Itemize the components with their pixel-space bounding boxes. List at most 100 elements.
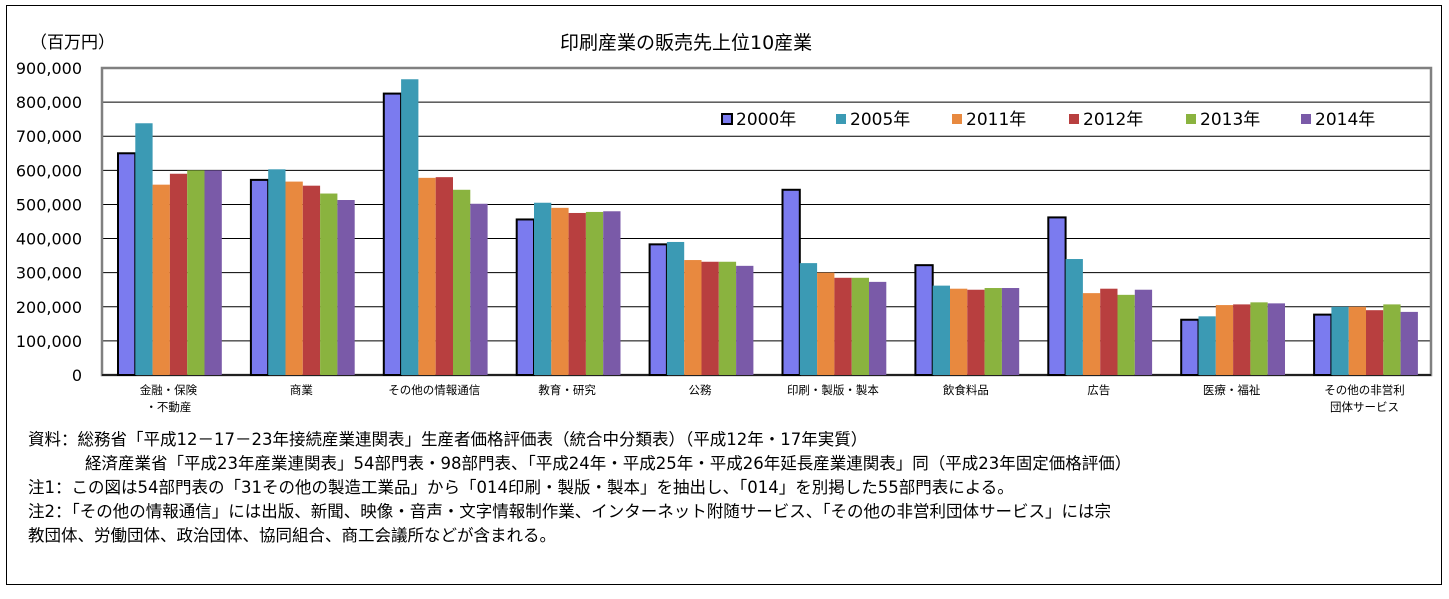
y-tick-label: 600,000 — [16, 161, 82, 180]
bar-2005年 — [1065, 259, 1083, 375]
note-source-2: 経済産業省「平成23年産業連関表」54部門表・98部門表、「平成24年・平成25… — [85, 454, 1132, 473]
bar-2014年 — [603, 211, 621, 375]
legend-label: 2011年 — [966, 110, 1026, 130]
bar-2014年 — [204, 170, 222, 375]
legend-label: 2012年 — [1083, 110, 1143, 130]
bar-2012年 — [169, 173, 188, 375]
x-tick-label: ・不動産 — [145, 400, 191, 414]
bar-2005年 — [1331, 306, 1349, 375]
bar-2012年 — [435, 177, 453, 375]
bar-2014年 — [1001, 288, 1020, 375]
bar-chart: 0 100,000 200,000 300,000 400,000 500,000 600,… — [16, 59, 1433, 414]
bar-2013年 — [585, 211, 604, 375]
chart-title: 印刷産業の販売先上位10産業 — [560, 32, 813, 54]
bar-2014年 — [470, 203, 488, 375]
x-tick-label: その他の非営利 — [1324, 383, 1405, 397]
bar-2000年 — [1047, 216, 1067, 376]
bar-2013年 — [453, 189, 471, 375]
y-tick-label: 100,000 — [16, 332, 82, 351]
x-tick-label: 団体サービス — [1330, 400, 1399, 414]
bar-2000年 — [781, 188, 801, 376]
legend-label: 2014年 — [1315, 110, 1375, 130]
bar-2005年 — [799, 263, 818, 375]
legend-swatch — [1069, 114, 1079, 124]
bar-2000年 — [515, 218, 536, 376]
legend-swatch — [1301, 114, 1311, 124]
bar-2011年 — [551, 207, 569, 375]
x-tick-label: その他の情報通信 — [388, 383, 480, 397]
bar-2005年 — [666, 241, 685, 375]
legend-label: 2005年 — [850, 110, 910, 130]
bar-2005年 — [1198, 316, 1216, 375]
bar-2000年 — [249, 178, 270, 376]
bar-2014年 — [1267, 303, 1285, 375]
bar-2000年 — [1180, 318, 1200, 376]
y-tick-label: 700,000 — [16, 127, 82, 146]
bar-2013年 — [851, 277, 869, 375]
bar-2013年 — [187, 170, 205, 375]
bar-2011年 — [950, 288, 968, 375]
bar-2013年 — [718, 261, 737, 375]
y-tick-label: 800,000 — [16, 93, 82, 112]
bar-2011年 — [817, 272, 835, 375]
bar-2005年 — [932, 285, 950, 375]
legend-swatch — [1186, 114, 1196, 124]
bar-2011年 — [418, 177, 436, 375]
bar-2011年 — [1215, 305, 1234, 375]
y-tick-label: 200,000 — [16, 298, 82, 317]
bar-2012年 — [302, 185, 321, 375]
y-tick-label: 900,000 — [16, 59, 82, 78]
bar-2011年 — [285, 181, 303, 375]
figure-frame — [6, 5, 1442, 585]
bar-2012年 — [967, 289, 985, 375]
note-source-1: 資料：総務省「平成12－17－23年接続産業連関表」生産者価格評価表（統合中分類… — [28, 430, 868, 449]
legend-swatch — [836, 114, 846, 124]
bar-2013年 — [1383, 304, 1401, 375]
bar-2011年 — [1082, 293, 1101, 375]
bar-2012年 — [1366, 310, 1384, 375]
y-tick-label: 300,000 — [16, 264, 82, 283]
bar-2013年 — [320, 193, 338, 375]
bar-2012年 — [834, 277, 852, 375]
x-tick-label: 医療・福祉 — [1203, 383, 1261, 397]
bar-2014年 — [1400, 311, 1418, 375]
x-tick-label: 商業 — [290, 383, 313, 397]
legend-label: 2013年 — [1200, 110, 1260, 130]
bar-2013年 — [1117, 294, 1135, 375]
x-tick-label: 広告 — [1087, 383, 1110, 397]
bar-2005年 — [534, 202, 552, 375]
bar-2012年 — [568, 212, 586, 375]
bar-2000年 — [648, 243, 668, 376]
note-2-continued: 教団体、労働団体、政治団体、協同組合、商工会議所などが含まれる。 — [28, 526, 556, 545]
bar-2011年 — [684, 260, 702, 375]
bar-2011年 — [152, 184, 170, 375]
legend-swatch — [952, 114, 962, 124]
bar-2012年 — [1233, 304, 1251, 375]
legend-label: 2000年 — [736, 110, 796, 130]
x-tick-label: 印刷・製版・製本 — [787, 383, 879, 397]
bar-2000年 — [914, 264, 934, 377]
bar-2013年 — [1250, 302, 1268, 375]
bar-2014年 — [736, 265, 754, 375]
bar-2011年 — [1348, 306, 1366, 375]
bar-2012年 — [1100, 288, 1118, 375]
bar-2014年 — [869, 281, 887, 375]
bar-2000年 — [117, 152, 137, 376]
bar-2000年 — [1313, 313, 1333, 376]
y-axis-unit-label: （百万円） — [30, 33, 115, 53]
bar-2005年 — [401, 79, 419, 376]
bar-2005年 — [135, 123, 153, 375]
note-1: 注1：この図は54部門表の「31その他の製造工業品」から「014印刷・製版・製本… — [28, 478, 1014, 497]
y-tick-label: 500,000 — [16, 195, 82, 214]
bar-2012年 — [701, 261, 719, 375]
y-tick-label: 0 — [72, 366, 82, 385]
bar-2000年 — [382, 92, 403, 376]
source-notes: 資料：総務省「平成12－17－23年接続産業連関表」生産者価格評価表（統合中分類… — [28, 428, 1131, 548]
note-2: 注2：「その他の情報通信」には出版、新聞、映像・音声・文字情報制作業、インターネ… — [28, 502, 1111, 521]
bar-2014年 — [337, 200, 355, 375]
y-tick-label: 400,000 — [16, 230, 82, 249]
legend-swatch — [721, 113, 733, 125]
x-tick-label: 金融・保険 — [140, 383, 198, 397]
bar-2013年 — [984, 288, 1002, 375]
bar-2014年 — [1134, 289, 1153, 375]
